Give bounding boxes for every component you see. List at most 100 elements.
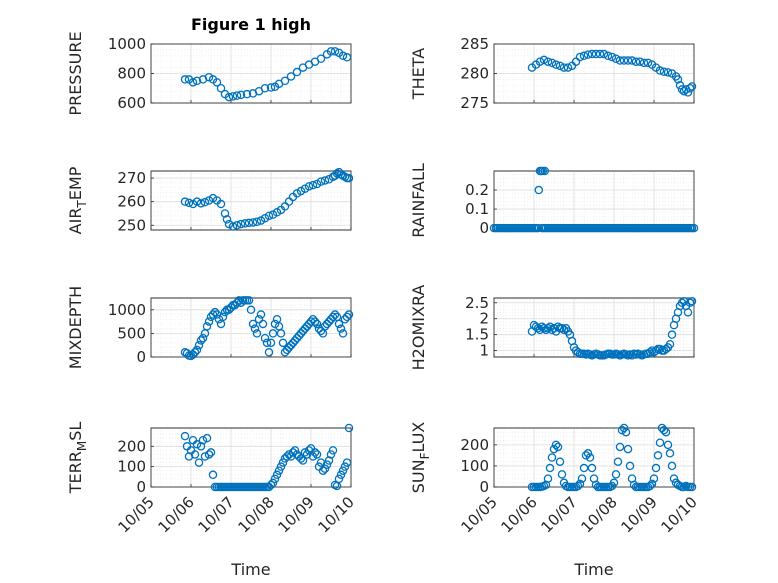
data-point — [278, 458, 288, 467]
plot-frame — [493, 170, 695, 231]
data-point — [655, 344, 665, 354]
subplot-rainfall: 00.10.2 RAINFALL — [409, 163, 699, 238]
data-point — [659, 67, 669, 76]
data-point — [649, 474, 659, 483]
data-point — [194, 458, 204, 467]
plot-frame — [493, 43, 695, 104]
data-point — [292, 67, 302, 77]
plot-frame — [150, 43, 352, 104]
x-tick-label: 10/08 — [235, 493, 278, 536]
data-point — [553, 442, 563, 452]
data-point — [595, 49, 605, 59]
x-tick-label: 10/08 — [578, 493, 621, 536]
y-tick-label: 0 — [136, 348, 146, 366]
data-point — [342, 53, 352, 62]
data-point — [663, 440, 673, 450]
data-point — [188, 78, 198, 87]
plot-frame — [150, 297, 352, 358]
data-point — [555, 61, 565, 71]
data-point — [665, 339, 675, 349]
data-point — [551, 440, 561, 450]
data-point — [180, 75, 190, 84]
data-point — [661, 427, 671, 437]
data-point — [579, 51, 589, 61]
data-point — [534, 185, 544, 195]
data-point — [198, 435, 208, 445]
data-point — [587, 463, 597, 473]
subplot-air: 250 260 270 AIRTEMP — [66, 166, 354, 234]
data-point — [228, 222, 238, 231]
y-axis-label: THETA — [409, 48, 428, 100]
data-point — [266, 338, 276, 348]
data-point — [210, 307, 220, 317]
x-tick-label: 10/07 — [538, 493, 581, 536]
data-point — [304, 182, 314, 191]
data-point — [647, 346, 657, 355]
data-point — [573, 481, 583, 491]
data-point — [338, 329, 348, 338]
data-point — [575, 479, 585, 489]
data-point — [655, 66, 665, 75]
data-point — [344, 310, 354, 319]
data-point — [547, 453, 557, 462]
y-tick-label: 800 — [117, 65, 146, 83]
data-point — [278, 338, 288, 348]
y-axis-label: MIXDEPTH — [66, 286, 85, 369]
data-point — [310, 317, 320, 326]
data-point — [653, 451, 663, 460]
data-point — [190, 348, 200, 357]
y-tick-label: 250 — [117, 216, 146, 234]
data-point — [543, 474, 553, 483]
data-point — [326, 450, 336, 459]
data-point — [555, 457, 565, 466]
data-point — [547, 58, 557, 68]
data-point — [615, 442, 625, 452]
data-point — [312, 319, 322, 329]
data-point — [224, 92, 234, 102]
data-point — [540, 166, 550, 176]
data-point — [282, 452, 292, 461]
x-tick-label: 10/09 — [275, 493, 318, 536]
y-tick-label: 200 — [117, 437, 146, 455]
data-point — [202, 322, 212, 331]
data-point — [336, 324, 346, 333]
data-point — [563, 63, 573, 72]
data-point — [539, 324, 549, 333]
data-point — [645, 481, 655, 491]
y-axis-label: RAINFALL — [409, 163, 428, 238]
data-point — [643, 58, 653, 68]
data-point — [340, 462, 350, 471]
data-point — [539, 55, 549, 65]
data-point — [338, 51, 348, 61]
x-tick-label: 10/10 — [315, 493, 358, 536]
data-point — [208, 470, 218, 480]
y-tick-label: 1000 — [108, 35, 146, 53]
data-point — [246, 305, 256, 315]
data-point — [290, 446, 300, 455]
data-point — [260, 84, 270, 93]
y-tick-label: 2.5 — [465, 294, 489, 312]
figure-title: Figure 1 high — [191, 15, 311, 34]
data-point — [296, 454, 306, 463]
data-point — [258, 319, 268, 329]
data-point — [663, 68, 673, 77]
data-point — [673, 75, 683, 84]
data-point — [200, 197, 210, 207]
data-point — [208, 310, 218, 319]
x-axis-label-right: Time — [573, 560, 613, 579]
y-axis-label: PRESSURE — [66, 31, 85, 115]
data-point — [533, 223, 543, 233]
y-tick-label: 200 — [460, 436, 489, 454]
data-point — [268, 329, 278, 338]
data-point — [659, 425, 669, 435]
data-point — [200, 452, 210, 461]
data-point — [284, 450, 294, 459]
data-point — [184, 198, 194, 208]
data-point — [679, 296, 689, 306]
data-point — [328, 446, 338, 455]
data-point — [577, 474, 587, 483]
data-point — [212, 78, 222, 87]
data-point — [334, 319, 344, 329]
data-point — [194, 340, 204, 350]
data-point — [298, 456, 308, 465]
